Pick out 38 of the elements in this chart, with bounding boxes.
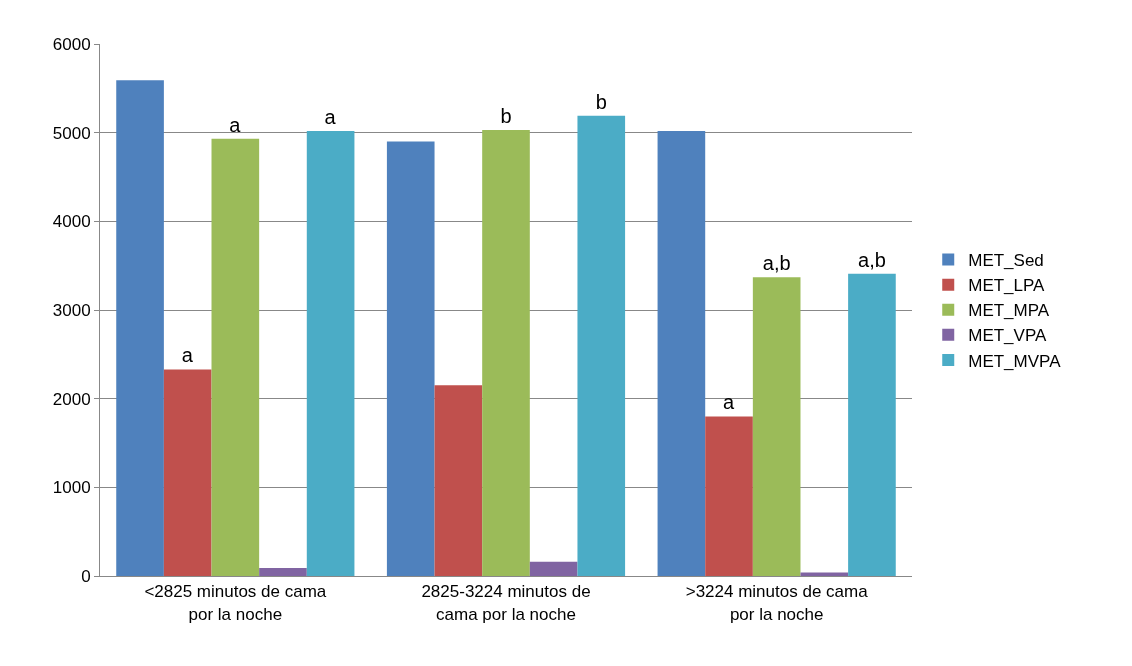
y-tick-label: 0 — [81, 566, 91, 586]
y-tick-label: 6000 — [52, 34, 91, 54]
y-tick-label: 4000 — [52, 212, 91, 232]
bar — [386, 141, 435, 576]
legend-label: MET_MPA — [968, 301, 1050, 321]
bar — [306, 130, 355, 576]
bar — [211, 138, 260, 576]
data-label: a,b — [762, 252, 791, 275]
bar — [163, 369, 212, 576]
bar — [705, 416, 753, 576]
bar — [482, 130, 530, 576]
x-tick-label: <2825 minutos de cama por la noche — [144, 582, 327, 624]
data-label: a — [229, 113, 242, 136]
y-tick-label: 5000 — [52, 123, 91, 143]
y-tick-label: 1000 — [52, 478, 91, 498]
legend-label: MET_VPA — [968, 326, 1047, 346]
data-label: a — [324, 105, 337, 128]
bar — [116, 80, 164, 576]
y-tick-label: 2000 — [52, 389, 91, 409]
legend-label: MET_LPA — [968, 276, 1046, 296]
data-label: b — [595, 90, 607, 113]
data-label: a — [723, 391, 736, 414]
x-tick-label: 2825-3224 minutos de cama por la noche — [421, 582, 591, 624]
bar — [752, 277, 801, 576]
bar — [434, 385, 483, 576]
x-tick-label: >3224 minutos de cama por la noche — [685, 582, 869, 624]
bar — [259, 568, 307, 576]
bar — [529, 561, 578, 576]
y-tick-label: 3000 — [52, 300, 91, 320]
data-label: b — [500, 105, 512, 128]
bar — [657, 130, 706, 576]
legend-label: MET_MVPA — [968, 351, 1062, 371]
bar — [848, 273, 896, 576]
bar — [577, 115, 626, 576]
legend-label: MET_Sed — [968, 251, 1044, 271]
data-label: a — [181, 344, 194, 367]
data-label: a,b — [858, 248, 886, 271]
bar — [800, 572, 849, 576]
